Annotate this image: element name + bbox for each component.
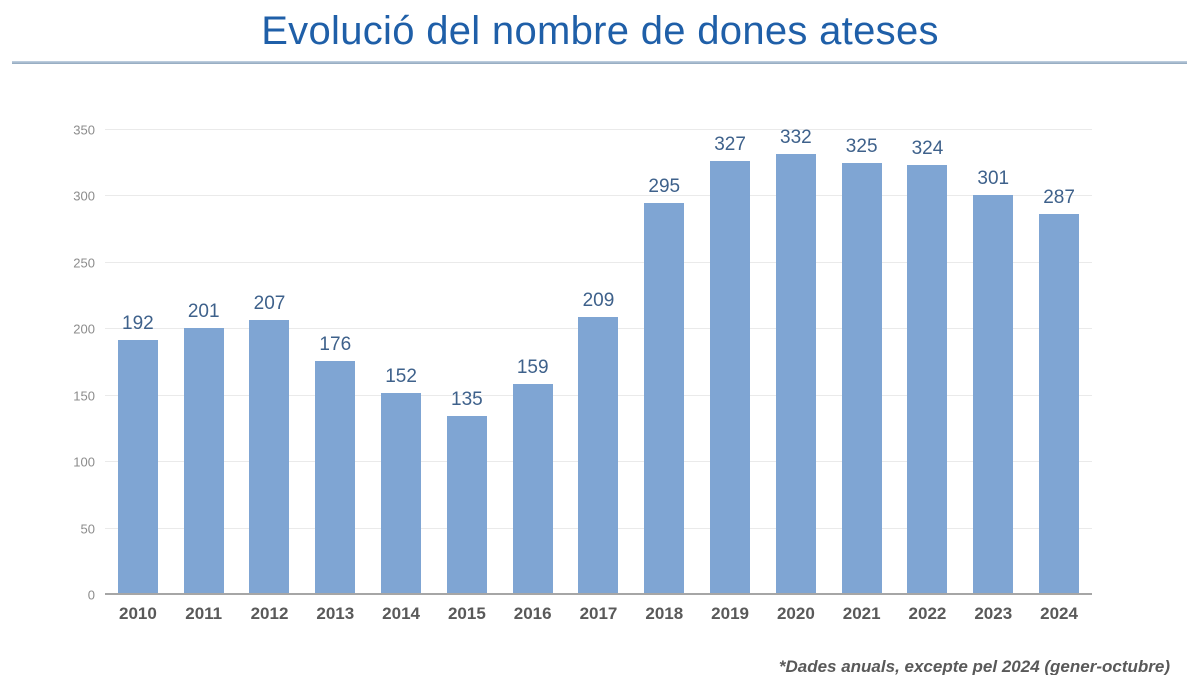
x-axis-label: 2021 — [842, 604, 881, 623]
bar-slot: 152 — [368, 130, 434, 595]
bar-2021 — [841, 163, 882, 595]
x-axis-label: 2017 — [579, 604, 618, 623]
x-axis-label: 2020 — [776, 604, 815, 623]
x-axis-label: 2022 — [908, 604, 947, 623]
bar-value-label: 152 — [385, 366, 417, 388]
bar-2013 — [315, 361, 356, 595]
bar-2019 — [710, 160, 751, 595]
x-axis-baseline — [105, 593, 1092, 595]
bar-slot: 176 — [302, 130, 368, 595]
bar-slot: 159 — [500, 130, 566, 595]
y-tick-label: 100 — [73, 454, 95, 470]
x-axis-label: 2024 — [1040, 604, 1078, 623]
bar-value-label: 176 — [319, 334, 352, 356]
bar-2014 — [381, 393, 422, 595]
title-divider — [12, 61, 1187, 64]
bar-value-label: 324 — [911, 137, 944, 159]
bar-value-label: 207 — [253, 293, 286, 314]
bar-slot: 192 — [105, 130, 171, 595]
y-tick-label: 250 — [73, 255, 95, 271]
bar-slot: 332 — [763, 126, 829, 595]
gridline — [105, 129, 1092, 130]
y-tick-label: 150 — [73, 388, 95, 404]
x-axis-labels: 2010 2011 2012 2013 2014 2015 2016 2017 2018 2019… — [105, 604, 1092, 624]
bar-2012 — [249, 320, 290, 595]
x-axis-label: 2013 — [316, 604, 355, 623]
y-tick-label: 350 — [73, 122, 95, 138]
gridline — [105, 195, 1092, 197]
bar-slot: 287 — [1026, 130, 1092, 595]
bar-value-label: 159 — [516, 356, 549, 378]
footnote: *Dades anuals, excepte pel 2024 (gener-o… — [778, 657, 1170, 675]
bars-row: 192 201 207 176 152 135 159 209 295 327 332 325 324 3… — [105, 126, 1092, 595]
bar-value-label: 209 — [582, 290, 615, 312]
bar-slot: 295 — [631, 130, 697, 595]
bar-value-label: 295 — [648, 176, 681, 198]
bar-value-label: 192 — [122, 312, 154, 334]
bar-slot: 301 — [960, 130, 1026, 595]
bar-value-label: 325 — [845, 136, 878, 158]
bar-value-label: 201 — [187, 300, 220, 322]
bar-value-label: 135 — [451, 388, 483, 410]
y-axis: 0 50 100 150 200 250 300 350 — [0, 124, 95, 602]
bar-2016 — [512, 383, 553, 595]
x-axis-label: 2010 — [118, 604, 157, 623]
x-axis-label: 2016 — [513, 604, 552, 623]
x-axis-label: 2011 — [185, 604, 223, 623]
x-axis-label: 2012 — [250, 604, 289, 623]
bar-slot: 207 — [237, 130, 303, 595]
bar-2020 — [775, 153, 816, 595]
y-tick-label: 300 — [73, 188, 95, 204]
bar-slot: 324 — [895, 130, 961, 595]
bar-value-label: 301 — [977, 168, 1010, 190]
x-axis-label: 2019 — [711, 604, 749, 623]
chart-title: Evolució del nombre de dones ateses — [261, 9, 939, 53]
y-tick-label: 50 — [80, 521, 95, 537]
plot-area: 192 201 207 176 152 135 159 209 295 327 332 325 324 3… — [105, 126, 1092, 595]
y-tick-label: 0 — [87, 587, 95, 603]
bar-2017 — [578, 317, 619, 595]
bar-value-label: 287 — [1043, 186, 1075, 208]
bar-2015 — [446, 415, 487, 595]
bar-value-label: 332 — [780, 126, 812, 148]
x-axis-label: 2018 — [645, 604, 684, 623]
bar-slot: 325 — [829, 130, 895, 595]
bar-slot: 327 — [697, 130, 763, 595]
bar-2011 — [183, 327, 224, 595]
bar-slot: 209 — [566, 130, 632, 595]
bar-slot: 135 — [434, 130, 500, 595]
bar-2024 — [1039, 213, 1080, 595]
bar-value-label: 327 — [714, 133, 746, 155]
bar-2023 — [973, 195, 1014, 595]
bar-slot: 201 — [171, 130, 237, 595]
x-axis-label: 2014 — [382, 604, 420, 623]
bar-2022 — [907, 164, 948, 595]
bar-2010 — [117, 339, 158, 595]
x-axis-label: 2023 — [974, 604, 1013, 623]
gridline — [105, 261, 1092, 263]
bar-2018 — [644, 203, 685, 595]
y-tick-label: 200 — [73, 321, 95, 337]
x-axis-label: 2015 — [447, 604, 486, 623]
